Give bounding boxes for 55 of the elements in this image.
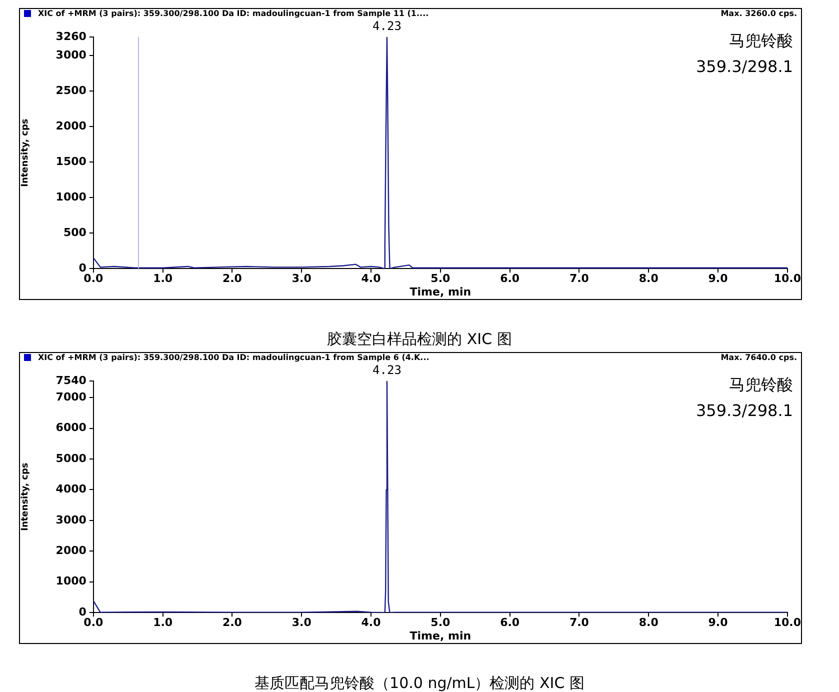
x-tick-label: 3.0 [292,616,312,630]
x-tick-label: 6.0 [500,616,520,630]
annotation: 马兜铃酸 [729,375,793,396]
y-tick-label: 6000 [56,421,87,434]
annotation: 4.23 [372,363,402,378]
y-tick-label: 3000 [56,48,87,62]
x-tick-label: 5.0 [430,616,451,630]
y-tick-label: 500 [63,226,87,239]
x-tick-label: 9.0 [708,272,728,286]
y-tick-label: 2000 [56,119,87,132]
x-tick-label: 9.0 [708,616,728,630]
x-axis-title: Time, min [410,285,472,298]
x-tick-label: 8.0 [638,616,659,630]
y-tick-label: 2500 [56,84,87,97]
x-tick-label: 7.0 [569,272,590,286]
y-axis-title: Intensity, cps [20,118,31,187]
annotation: 马兜铃酸 [729,31,793,52]
y-tick-label: 2000 [56,544,87,558]
y-axis-title: Intensity, cps [20,462,31,531]
x-tick-label: 7.0 [569,616,590,630]
x-tick-label: 6.0 [500,272,520,286]
x-tick-label: 1.0 [153,616,173,630]
y-tick-label: 7000 [56,390,87,404]
x-axis-title: Time, min [410,629,472,642]
text: 基质匹配马兜铃酸（10.0 ng/mL）检测的 XIC 图 [254,674,586,692]
x-tick-label: 4.0 [361,616,382,630]
y-tick-label: 5000 [56,452,87,465]
x-tick-label: 2.0 [222,616,242,630]
y-tick-label: 1000 [56,574,87,588]
x-tick-label: 3.0 [292,272,312,286]
annotation: 359.3/298.1 [696,57,793,76]
y-tick-label: 0 [78,605,87,618]
y-tick-label: 4000 [56,482,87,496]
annotation: 4.23 [372,19,402,34]
y-tick-label: 3260 [56,30,87,43]
x-tick-label: 10.0 [774,272,802,286]
x-tick-label: 8.0 [638,272,659,286]
annotation: 359.3/298.1 [696,401,793,420]
y-tick-label: 0 [78,261,87,274]
text: 胶囊空白样品检测的 XIC 图 [326,330,513,349]
x-tick-label: 10.0 [774,616,802,630]
chart-title: XIC of +MRM (3 pairs): 359.300/298.100 Da ID: madoulingcuan-1 from Sample 11 (1.... [38,9,429,18]
y-tick-label: 7540 [56,374,87,387]
x-tick-label: 2.0 [222,272,242,286]
text: Max. 3260.0 cps. [720,9,797,18]
x-tick-label: 0.0 [84,616,104,630]
text: Max. 7640.0 cps. [720,353,797,362]
y-tick-label: 1500 [56,154,87,168]
x-tick-label: 0.0 [84,272,104,286]
x-tick-label: 5.0 [430,272,451,286]
y-tick-label: 3000 [56,513,87,526]
x-tick-label: 4.0 [361,272,382,286]
x-tick-label: 1.0 [153,272,173,286]
y-tick-label: 1000 [56,190,87,204]
chart-title: XIC of +MRM (3 pairs): 359.300/298.100 Da ID: madoulingcuan-1 from Sample 6 (4.K... [38,353,430,362]
